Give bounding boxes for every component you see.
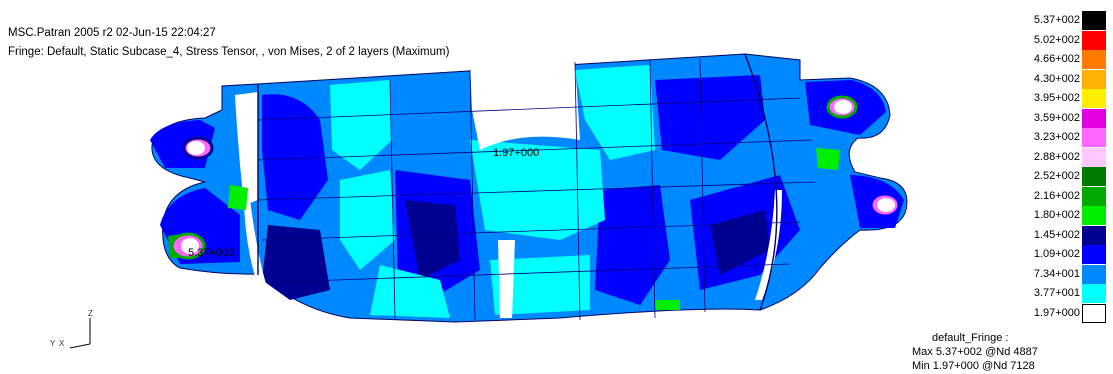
bolt-hole	[181, 238, 199, 254]
legend-value: 4.66+002	[1033, 53, 1080, 65]
legend-value: 1.45+002	[1033, 228, 1080, 241]
legend-value: 3.23+002	[1033, 131, 1080, 143]
legend-value: 1.80+002	[1033, 209, 1080, 221]
stress-region-dark	[405, 200, 460, 280]
stress-region-cyan	[340, 170, 395, 270]
legend-swatch	[1082, 89, 1106, 108]
stress-region-cyan	[470, 140, 605, 240]
legend-swatch	[1082, 11, 1106, 30]
coordinate-triad	[69, 318, 91, 349]
stress-region-dark	[595, 185, 670, 305]
legend-swatch	[1082, 303, 1106, 323]
legend-value: 1.97+000	[1033, 306, 1080, 319]
legend-swatch	[1082, 167, 1106, 186]
legend-swatch	[1082, 69, 1106, 89]
legend-value: 1.09+002	[1033, 248, 1080, 260]
stress-region-dark	[710, 210, 770, 275]
stress-region-green	[816, 148, 840, 170]
legend-swatch	[1082, 225, 1106, 245]
bolt-hole	[877, 198, 895, 212]
triad-y-label: Y	[50, 339, 56, 348]
min-value-label: 1.97+000	[493, 147, 540, 159]
stress-region-dark	[262, 225, 330, 300]
legend-swatch	[1082, 245, 1106, 264]
legend-swatch	[1082, 30, 1106, 50]
legend-value: 3.59+002	[1033, 111, 1080, 124]
stress-region-white	[235, 92, 258, 205]
legend-value: 7.34+001	[1033, 267, 1080, 280]
legend-value: 2.52+002	[1033, 170, 1080, 182]
legend-value: 2.16+002	[1033, 189, 1080, 202]
legend-swatch	[1082, 186, 1106, 206]
stress-region-cyan	[490, 255, 590, 315]
stress-region-green	[228, 185, 248, 210]
stress-region-white	[244, 200, 268, 292]
max-node-info: Max 5.37+002 @Nd 4887	[912, 346, 1038, 358]
stress-region-white	[470, 60, 580, 150]
stress-region-dark	[262, 94, 328, 220]
mesh-lines	[257, 57, 816, 321]
fringe-description: Fringe: Default, Static Subcase_4, Stres…	[8, 46, 450, 58]
legend-swatch	[1082, 264, 1106, 284]
min-node-info: Min 1.97+000 @Nd 7128	[912, 360, 1035, 372]
bolt-hole	[187, 141, 205, 155]
stress-region-white	[498, 240, 515, 318]
stress-region-dark	[655, 75, 765, 160]
legend-value: 3.77+001	[1033, 287, 1080, 299]
max-value-label: 5.37+002	[188, 247, 235, 259]
fringe-name: default_Fringe :	[932, 332, 1009, 344]
stress-region-cyan	[330, 80, 392, 170]
panel-edges	[257, 53, 778, 311]
legend-swatch	[1082, 147, 1106, 167]
legend-swatch	[1082, 206, 1106, 225]
legend-swatch	[1082, 128, 1106, 147]
legend-value: 3.95+002	[1033, 92, 1080, 104]
stress-region-white	[755, 190, 782, 300]
legend-swatch	[1082, 108, 1106, 128]
header-title: MSC.Patran 2005 r2 02-Jun-15 22:04:27	[8, 27, 216, 39]
triad-x-label: X	[59, 339, 65, 348]
stress-region-cyan	[575, 65, 655, 160]
model-viewport[interactable]	[0, 0, 1000, 374]
legend-value: 5.37+002	[1033, 14, 1080, 26]
triad-z-label: Z	[88, 309, 93, 318]
stress-region-green	[655, 300, 680, 310]
legend-swatch	[1082, 284, 1106, 303]
legend-value: 4.30+002	[1033, 72, 1080, 85]
bolt-hole	[834, 100, 852, 114]
legend-value: 2.88+002	[1033, 150, 1080, 163]
legend-value: 5.02+002	[1033, 33, 1080, 46]
legend-swatch	[1082, 50, 1106, 69]
